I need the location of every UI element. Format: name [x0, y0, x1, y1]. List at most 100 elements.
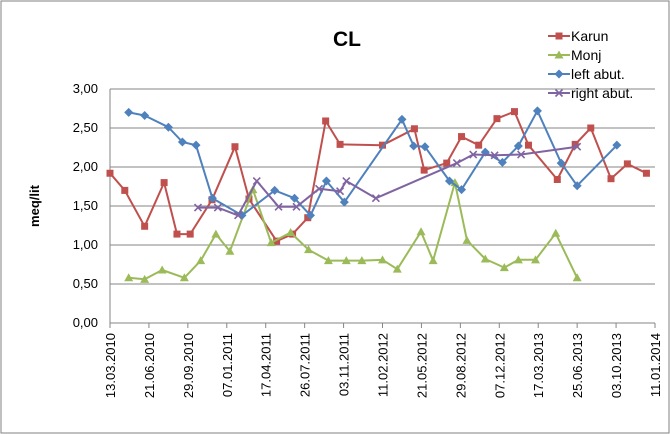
- square-marker: [186, 230, 194, 238]
- triangle-marker: [513, 255, 523, 264]
- square-marker: [410, 125, 418, 133]
- legend-label: Karun: [571, 28, 608, 44]
- triangle-marker: [286, 228, 296, 237]
- diamond-marker: [290, 193, 300, 203]
- square-marker: [607, 175, 615, 183]
- triangle-marker: [572, 273, 582, 282]
- triangle-marker: [357, 256, 367, 265]
- diamond-marker: [177, 137, 187, 147]
- x-marker: [252, 176, 261, 186]
- x-marker: [292, 202, 301, 211]
- triangle-marker: [480, 254, 490, 263]
- x-tick-label: 07.12.2012: [492, 333, 507, 398]
- diamond-marker: [409, 141, 419, 151]
- x-marker: [517, 150, 526, 159]
- square-marker: [475, 141, 483, 149]
- square-marker: [493, 115, 501, 123]
- triangle-marker: [157, 265, 167, 274]
- x-marker: [213, 203, 222, 212]
- triangle-marker: [196, 256, 206, 265]
- legend-label: right abut.: [571, 85, 633, 101]
- square-marker: [458, 133, 466, 141]
- x-tick-label: 17.04.2011: [259, 333, 274, 397]
- gridlines: [110, 88, 655, 285]
- triangle-marker: [323, 256, 333, 265]
- triangle-marker: [462, 235, 472, 244]
- square-marker: [510, 108, 518, 116]
- x-marker: [469, 150, 478, 159]
- diamond-marker: [556, 158, 566, 168]
- x-marker: [371, 194, 380, 203]
- diamond-marker: [420, 142, 430, 152]
- triangle-marker: [428, 256, 438, 265]
- diamond-marker: [191, 140, 201, 150]
- triangle-marker: [304, 245, 314, 254]
- x-tick-label: 17.03.2013: [531, 333, 546, 398]
- diamond-marker: [397, 114, 407, 124]
- y-tick-label: 0,00: [73, 315, 98, 330]
- y-tick-label: 3,00: [73, 81, 98, 96]
- diamond-marker: [572, 181, 582, 191]
- triangle-marker: [341, 256, 351, 265]
- x-tick-label: 25.06.2013: [570, 333, 585, 398]
- square-marker: [379, 141, 386, 149]
- legend-item: right abut.: [548, 85, 633, 101]
- x-tick-label: 21.05.2012: [414, 333, 429, 398]
- diamond-marker: [321, 176, 331, 186]
- x-tick-label: 11.02.2012: [376, 333, 391, 397]
- series-right-abut: [193, 142, 582, 220]
- x-marker: [274, 202, 283, 211]
- triangle-marker: [266, 238, 276, 247]
- x-tick-label: 13.03.2010: [103, 333, 118, 398]
- square-marker: [524, 141, 532, 149]
- square-marker: [587, 124, 595, 132]
- legend-item: Monj: [548, 47, 601, 63]
- y-tick-label: 1,50: [73, 198, 98, 213]
- square-marker: [106, 169, 114, 177]
- square-marker: [553, 175, 561, 183]
- series-left-abut: [124, 106, 622, 220]
- x-tick-label: 29.08.2012: [453, 333, 468, 398]
- x-tick-label: 21.06.2010: [142, 333, 157, 398]
- legend-item: Karun: [548, 28, 608, 44]
- y-tick-label: 2,50: [73, 120, 98, 135]
- square-marker: [555, 32, 563, 40]
- triangle-marker: [551, 228, 561, 237]
- x-marker: [336, 187, 345, 196]
- square-marker: [443, 159, 451, 167]
- x-marker: [573, 142, 582, 151]
- triangle-marker: [530, 255, 540, 264]
- square-marker: [642, 169, 650, 177]
- x-tick-label: 03.10.2013: [609, 333, 624, 398]
- diamond-marker: [339, 197, 349, 207]
- triangle-marker: [378, 255, 387, 264]
- triangle-marker: [179, 273, 189, 282]
- y-tick-label: 1,00: [73, 237, 98, 252]
- series-group: [106, 106, 650, 283]
- diamond-marker: [207, 193, 217, 203]
- square-marker: [160, 179, 168, 187]
- square-marker: [121, 186, 129, 194]
- x-marker: [342, 176, 351, 186]
- triangle-marker: [499, 263, 509, 272]
- triangle-marker: [392, 264, 402, 273]
- square-marker: [231, 143, 239, 151]
- triangle-marker: [225, 246, 235, 255]
- square-marker: [173, 230, 181, 238]
- diamond-marker: [163, 122, 173, 132]
- diamond-marker: [554, 69, 564, 79]
- diamond-marker: [612, 140, 622, 150]
- diamond-marker: [305, 210, 315, 220]
- axes: 0,00 0,50 1,00 1,50 2,00 2,50 3,00 13.03.2010 21…: [73, 81, 663, 398]
- square-marker: [304, 214, 312, 222]
- x-marker: [554, 88, 564, 98]
- triangle-marker: [211, 229, 221, 238]
- triangle-marker: [416, 227, 426, 236]
- y-tick-label: 2,00: [73, 159, 98, 174]
- diamond-marker: [497, 157, 507, 167]
- y-tick-label: 0,50: [73, 276, 98, 291]
- diamond-marker: [513, 141, 523, 151]
